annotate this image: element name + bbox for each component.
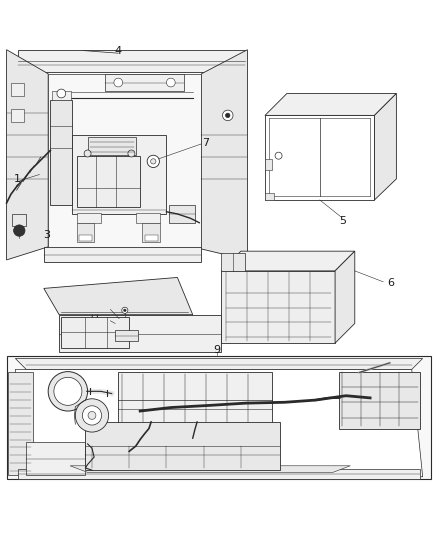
Polygon shape [7,50,247,262]
Polygon shape [48,74,201,247]
Polygon shape [12,214,26,226]
Circle shape [223,110,233,120]
Circle shape [75,399,109,432]
Text: 6: 6 [388,278,395,288]
Circle shape [57,89,66,98]
Circle shape [226,113,230,118]
Circle shape [166,78,175,87]
Polygon shape [265,193,274,200]
Polygon shape [61,317,129,348]
Polygon shape [4,240,429,354]
Polygon shape [8,372,33,474]
Polygon shape [335,251,355,343]
Polygon shape [79,235,92,241]
Circle shape [151,159,156,164]
Circle shape [84,150,91,157]
Polygon shape [44,247,201,262]
Text: 12: 12 [88,303,101,313]
Circle shape [124,309,126,312]
Polygon shape [265,159,272,170]
Circle shape [14,225,25,236]
Circle shape [88,411,96,419]
Polygon shape [88,138,136,155]
Polygon shape [169,205,195,223]
Polygon shape [145,235,158,241]
Polygon shape [44,278,193,314]
Polygon shape [59,314,221,352]
Text: 8: 8 [91,404,98,414]
Polygon shape [77,213,101,223]
Polygon shape [142,223,160,242]
Polygon shape [15,359,423,369]
Polygon shape [265,115,374,200]
Circle shape [114,78,123,87]
Polygon shape [11,109,24,122]
Polygon shape [374,93,396,200]
Polygon shape [105,74,184,91]
Text: 11: 11 [88,313,101,323]
Polygon shape [221,271,335,343]
Circle shape [122,307,128,313]
Polygon shape [18,469,420,479]
Polygon shape [18,50,245,71]
Circle shape [48,372,88,411]
Polygon shape [77,223,94,242]
Circle shape [147,155,159,167]
Polygon shape [15,369,423,477]
Polygon shape [11,83,24,96]
Circle shape [82,406,102,425]
Polygon shape [52,91,71,100]
Polygon shape [265,93,396,115]
Polygon shape [7,50,48,260]
Polygon shape [201,50,247,260]
Polygon shape [221,253,245,271]
Text: 7: 7 [202,138,209,148]
Text: 1: 1 [14,174,21,184]
Polygon shape [70,466,350,472]
Polygon shape [221,251,355,271]
Polygon shape [136,213,160,223]
Polygon shape [50,100,72,205]
Polygon shape [26,442,85,474]
Text: 9: 9 [213,345,220,355]
Polygon shape [72,135,166,214]
Polygon shape [118,372,272,424]
Polygon shape [77,156,140,207]
Polygon shape [339,372,420,429]
Polygon shape [7,356,431,479]
Circle shape [275,152,282,159]
Circle shape [128,150,135,157]
Text: 5: 5 [339,216,346,226]
Circle shape [54,377,82,405]
Text: 3: 3 [43,230,50,240]
Polygon shape [115,330,138,341]
Text: 4: 4 [115,46,122,56]
Polygon shape [85,422,280,470]
